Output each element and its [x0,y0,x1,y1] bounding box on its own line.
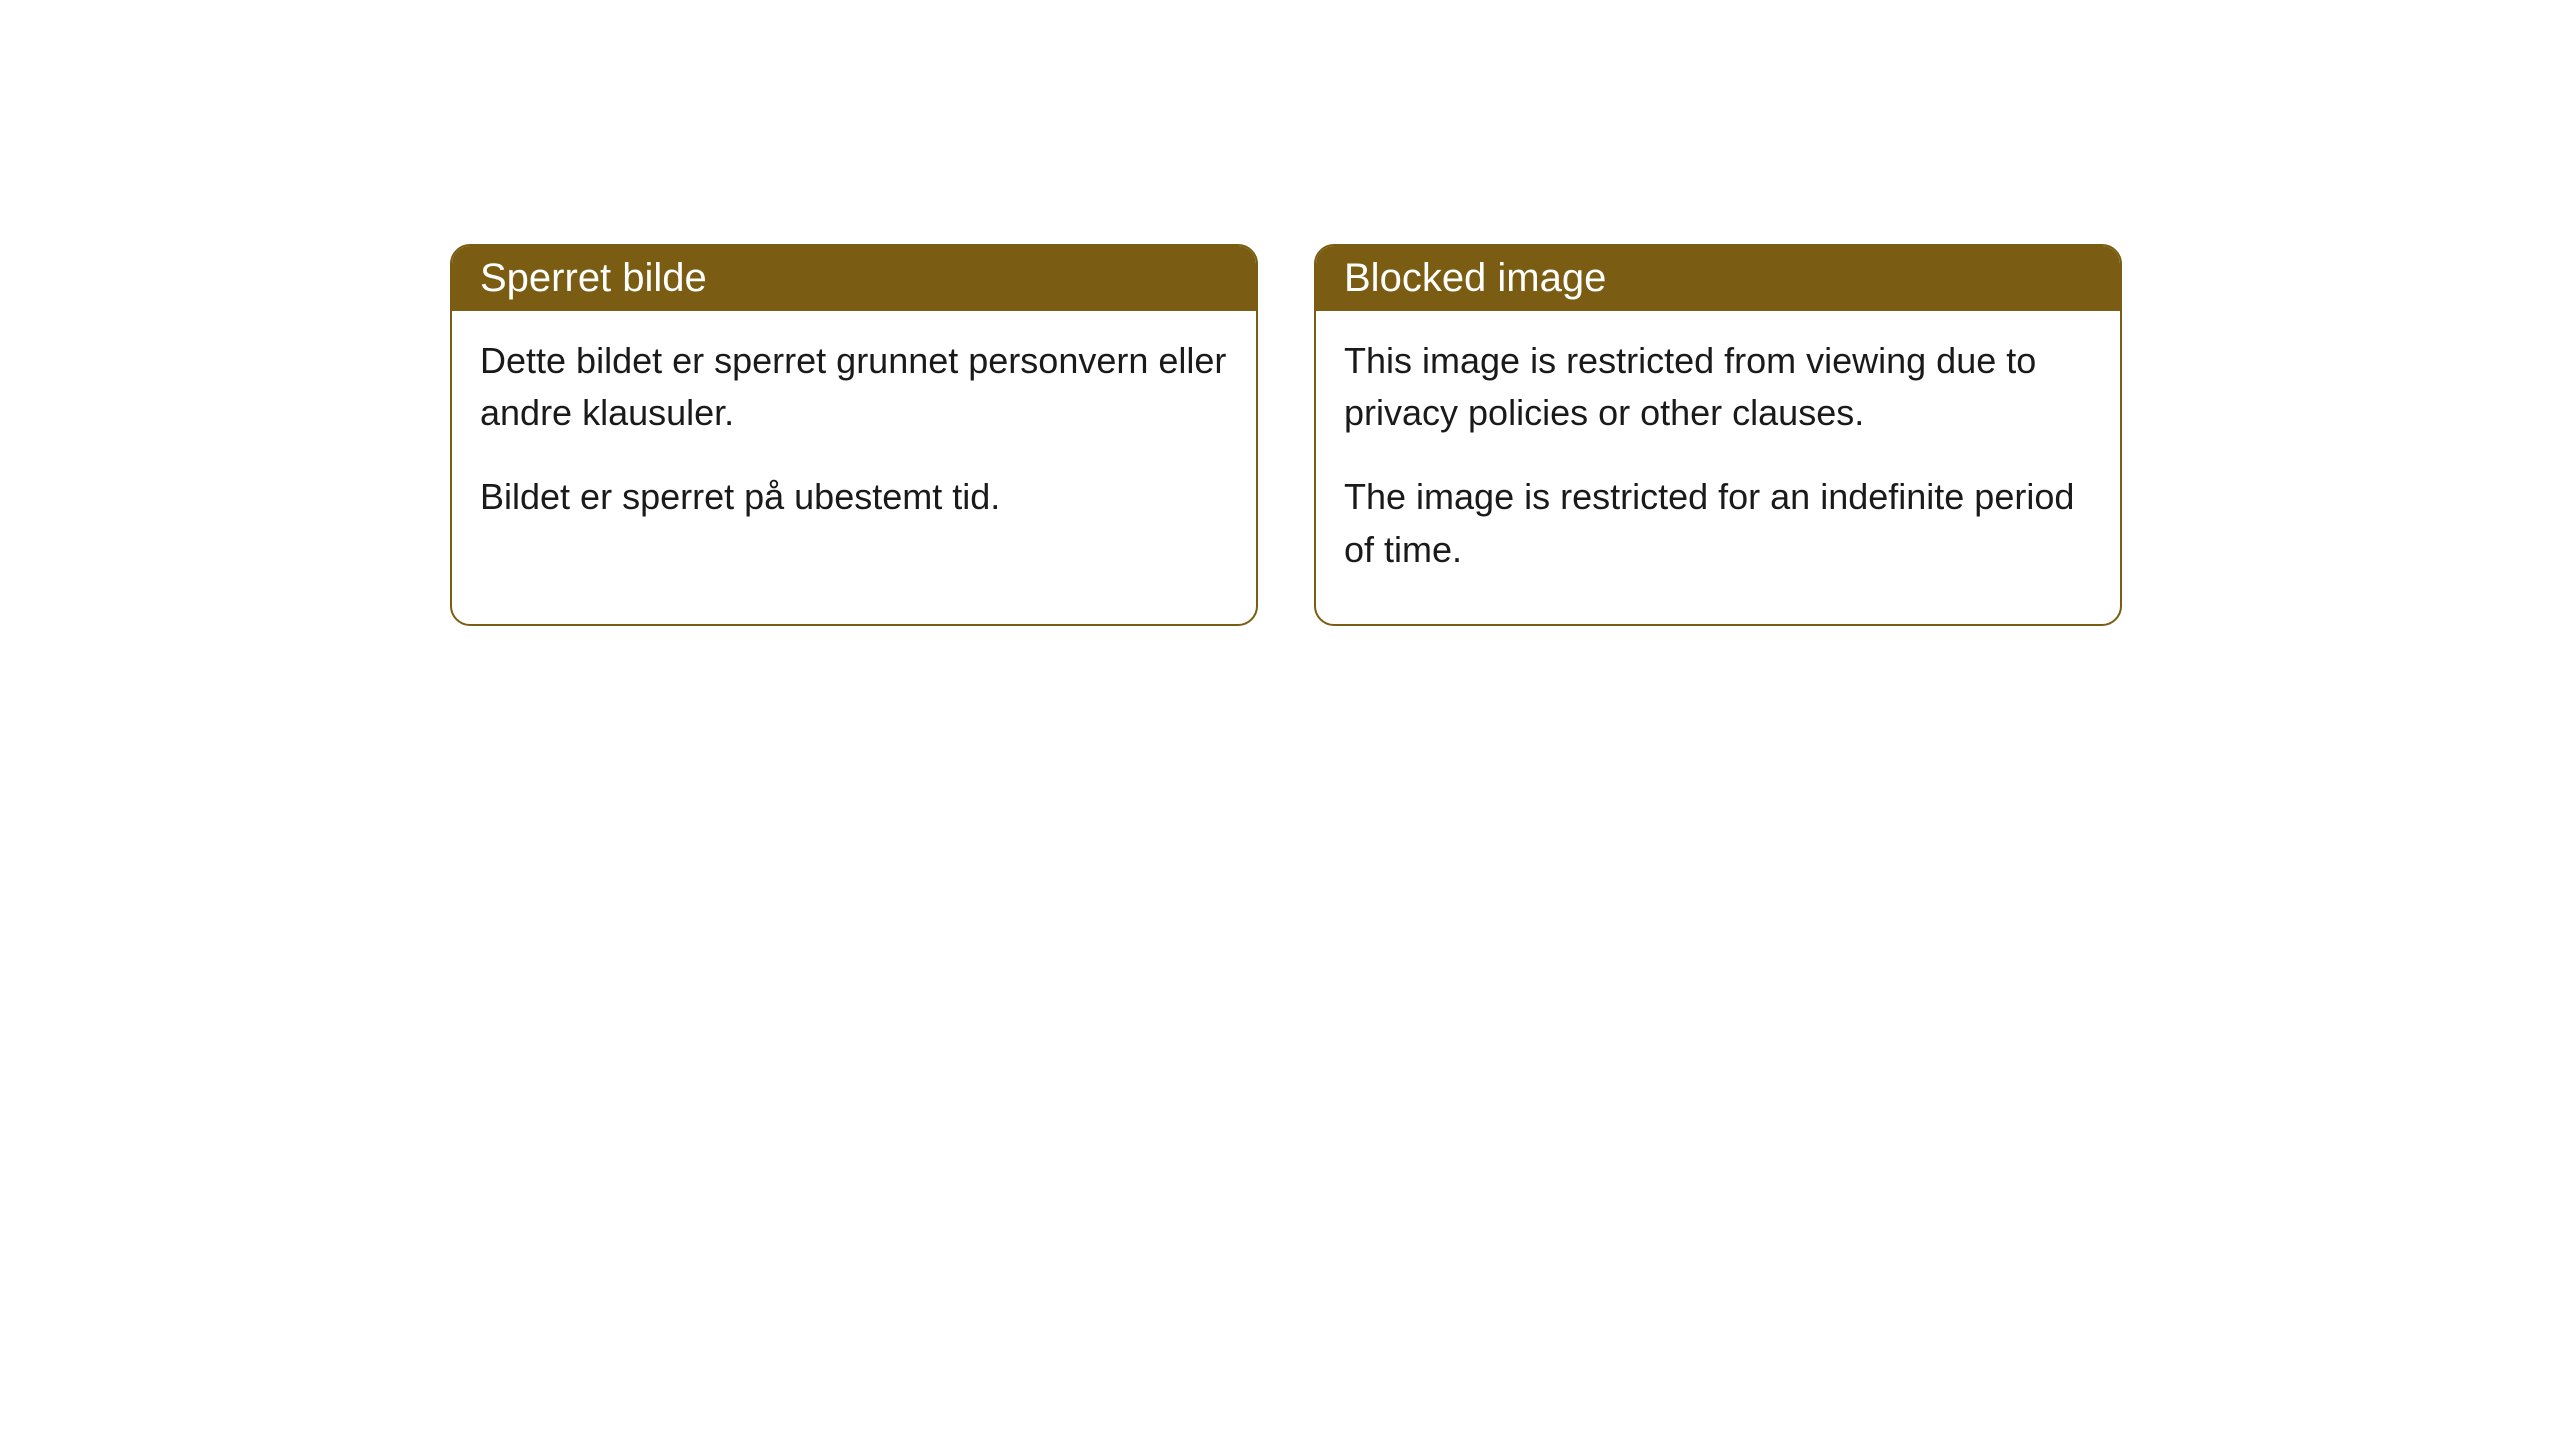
card-title: Sperret bilde [480,256,707,300]
card-header-english: Blocked image [1316,246,2120,311]
card-body-paragraph-1: Dette bildet er sperret grunnet personve… [480,335,1228,439]
card-body-paragraph-2: Bildet er sperret på ubestemt tid. [480,471,1228,523]
card-body-norwegian: Dette bildet er sperret grunnet personve… [452,311,1256,572]
cards-container: Sperret bilde Dette bildet er sperret gr… [450,244,2560,626]
card-english: Blocked image This image is restricted f… [1314,244,2122,626]
card-header-norwegian: Sperret bilde [452,246,1256,311]
card-title: Blocked image [1344,256,1606,300]
card-body-english: This image is restricted from viewing du… [1316,311,2120,624]
card-body-paragraph-2: The image is restricted for an indefinit… [1344,471,2092,575]
card-body-paragraph-1: This image is restricted from viewing du… [1344,335,2092,439]
card-norwegian: Sperret bilde Dette bildet er sperret gr… [450,244,1258,626]
